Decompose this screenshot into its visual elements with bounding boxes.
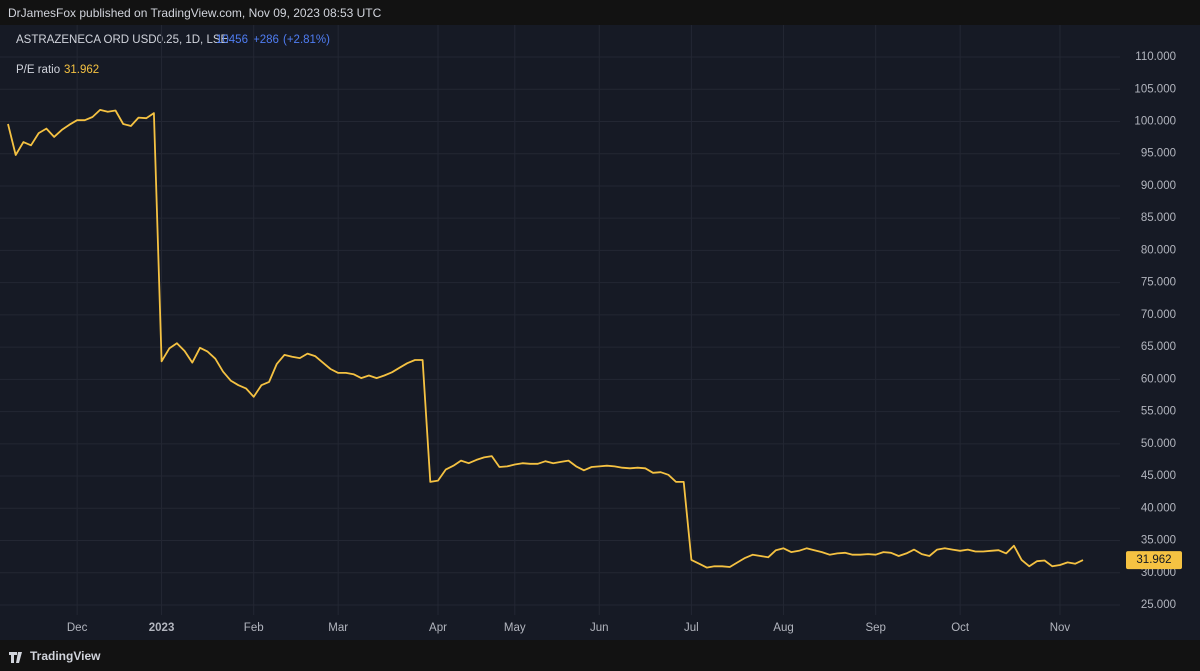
y-tick-label: 95.000: [1141, 148, 1176, 160]
y-tick-label: 75.000: [1141, 277, 1176, 289]
legend-label: P/E ratio: [16, 64, 60, 76]
footer-brand: TradingView: [30, 649, 101, 663]
last-value-label: 31.962: [1136, 554, 1171, 566]
y-tick-label: 40.000: [1141, 502, 1176, 514]
y-tick-label: 80.000: [1141, 244, 1176, 256]
y-tick-label: 65.000: [1141, 341, 1176, 353]
y-tick-label: 70.000: [1141, 309, 1176, 321]
y-tick-label: 60.000: [1141, 373, 1176, 385]
y-tick-label: 55.000: [1141, 406, 1176, 418]
x-tick-label: Jul: [684, 622, 699, 634]
x-tick-label: Mar: [328, 622, 348, 634]
x-tick-label: Apr: [429, 622, 447, 634]
legend-value: 31.962: [64, 64, 99, 76]
x-tick-label: May: [504, 622, 526, 634]
x-tick-label: Feb: [244, 622, 264, 634]
y-tick-label: 110.000: [1135, 51, 1176, 63]
price: 10456: [216, 34, 248, 46]
change: +286: [253, 34, 279, 46]
change-pct: (+2.81%): [283, 34, 330, 46]
x-tick-label: Sep: [865, 622, 885, 634]
y-tick-label: 35.000: [1141, 535, 1176, 547]
publisher: DrJamesFox published on TradingView.com,…: [8, 6, 382, 20]
y-tick-label: 30.000: [1141, 567, 1176, 579]
symbol: ASTRAZENECA ORD USD0.25, 1D, LSE: [16, 34, 229, 46]
y-tick-label: 85.000: [1141, 212, 1176, 224]
x-tick-label: Aug: [773, 622, 793, 634]
x-tick-label: Oct: [951, 622, 970, 634]
last-value-badge: [1126, 551, 1182, 570]
x-tick-label: 2023: [149, 622, 175, 634]
y-tick-label: 105.000: [1134, 83, 1176, 95]
y-tick-label: 50.000: [1141, 438, 1176, 450]
footer-logo: [9, 652, 22, 663]
line: [7, 109, 1084, 569]
y-tick-label: 25.000: [1141, 599, 1176, 611]
y-tick-label: 90.000: [1141, 180, 1176, 192]
x-tick-label: Dec: [67, 622, 88, 634]
y-tick-label: 100.000: [1134, 116, 1176, 128]
chart-panel: [0, 25, 1200, 640]
x-tick-label: Nov: [1050, 622, 1071, 634]
y-tick-label: 45.000: [1141, 470, 1176, 482]
x-tick-label: Jun: [590, 622, 609, 634]
